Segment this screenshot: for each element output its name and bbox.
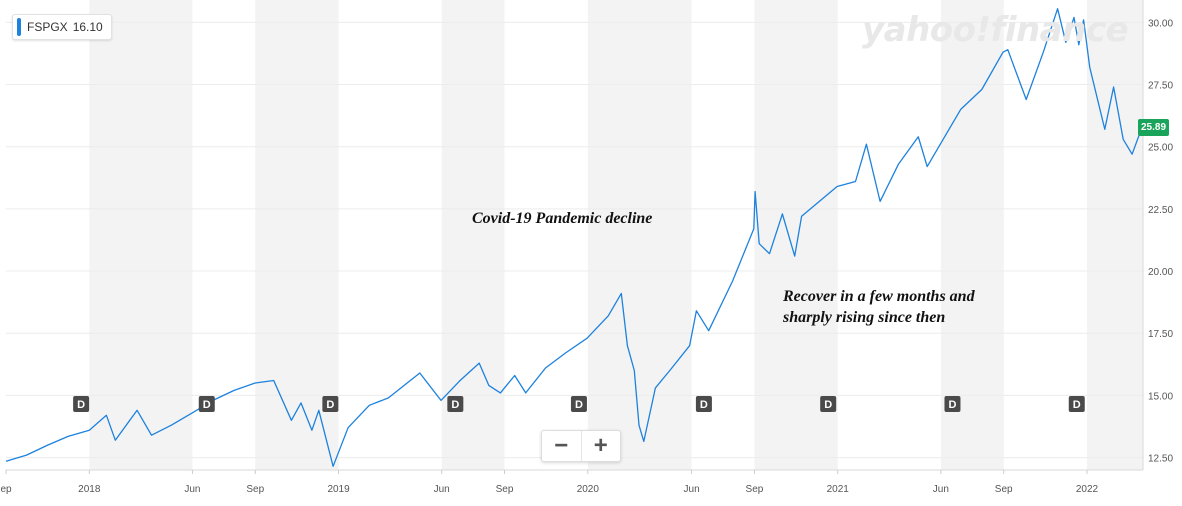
dividend-marker-label: D (203, 399, 211, 411)
x-tick-label: 2022 (1076, 484, 1099, 495)
dividend-marker (322, 396, 339, 412)
x-tick-label: Sep (746, 484, 764, 495)
dividend-marker-label: D (700, 399, 708, 411)
ticker-symbol: FSPGX (27, 20, 68, 34)
x-tick-label: Jun (184, 484, 200, 495)
dividend-marker (73, 396, 90, 412)
x-tick-label: Sep (995, 484, 1013, 495)
x-tick-label: Jun (684, 484, 700, 495)
last-price-label: 25.89 (1138, 119, 1170, 136)
dividend-marker-label: D (326, 399, 334, 411)
dividend-marker (944, 396, 961, 412)
dividend-marker-label: D (824, 399, 832, 411)
dividend-marker-label: D (451, 399, 459, 411)
y-tick-label: 15.00 (1148, 391, 1173, 402)
x-tick-label: Jun (933, 484, 949, 495)
dividend-marker (695, 396, 712, 412)
x-tick-label: 2021 (827, 484, 850, 495)
period-band (441, 0, 505, 470)
period-band (89, 0, 193, 470)
annotation-recovery-line1: Recover in a few months and (783, 288, 975, 305)
annotation-recovery: Recover in a few months and sharply risi… (783, 286, 975, 328)
y-tick-label: 20.00 (1148, 267, 1173, 278)
period-band (1087, 0, 1143, 470)
dividend-marker (570, 396, 587, 412)
dividend-marker-label: D (1073, 399, 1081, 411)
annotation-recovery-line2: sharply rising since then (783, 309, 946, 326)
dividend-marker-label: D (575, 399, 583, 411)
period-band (255, 0, 339, 470)
y-tick-label: 12.50 (1148, 454, 1173, 465)
dividend-marker-label: D (948, 399, 956, 411)
dividend-marker-label: D (77, 399, 85, 411)
ticker-badge[interactable]: FSPGX 16.10 (12, 14, 112, 40)
y-tick-label: 22.50 (1148, 205, 1173, 216)
zoom-in-button[interactable]: + (593, 432, 608, 459)
period-band (940, 0, 1004, 470)
y-tick-label: 25.00 (1148, 143, 1173, 154)
x-tick-label: Sep (496, 484, 514, 495)
dividend-marker (1068, 396, 1085, 412)
x-tick-label: Jun (434, 484, 450, 495)
yahoo-finance-watermark: yahoo!finance (862, 10, 1129, 50)
x-tick-label: 2018 (78, 484, 101, 495)
dividend-marker (820, 396, 837, 412)
zoom-controls: − + (541, 430, 621, 462)
x-tick-label: 2020 (577, 484, 600, 495)
price-line (5, 8, 1144, 467)
y-tick-label: 17.50 (1148, 329, 1173, 340)
dividend-marker (447, 396, 464, 412)
zoom-out-button[interactable]: − (542, 431, 582, 461)
x-tick-label: ep (0, 484, 12, 495)
annotation-covid-decline: Covid-19 Pandemic decline (472, 210, 653, 227)
x-tick-label: Sep (246, 484, 264, 495)
dividend-marker (198, 396, 215, 412)
period-band (587, 0, 692, 470)
period-band (754, 0, 838, 470)
series-color-swatch (17, 18, 21, 36)
x-tick-label: 2019 (327, 484, 350, 495)
y-tick-label: 27.50 (1148, 81, 1173, 92)
ticker-value: 16.10 (72, 20, 103, 34)
y-tick-label: 30.00 (1148, 18, 1173, 29)
